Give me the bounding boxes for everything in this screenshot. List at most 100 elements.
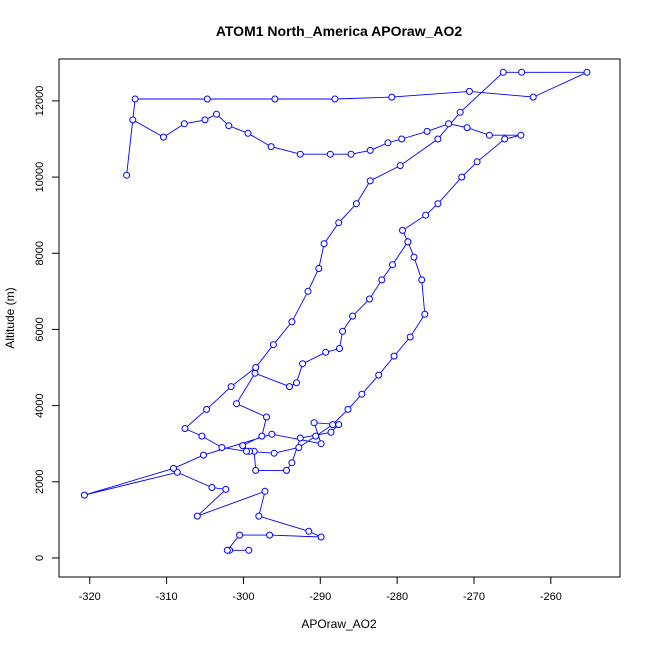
data-point: [299, 360, 307, 368]
data-point: [366, 177, 374, 185]
axis-ticks: -320 -310 -300 -290 -280 -270 -260 0 2000 4000 600…: [34, 86, 562, 603]
data-point: [200, 451, 207, 459]
data-point: [222, 485, 230, 493]
data-point: [160, 133, 167, 141]
data-point: [375, 371, 383, 379]
x-tick-label: -290: [309, 591, 331, 603]
data-point: [268, 430, 276, 438]
y-tick-label: 6000: [34, 317, 46, 341]
data-point: [335, 219, 343, 227]
data-point: [404, 238, 412, 246]
x-tick-label: -280: [386, 591, 408, 603]
data-point: [239, 442, 247, 450]
data-point: [434, 135, 442, 143]
data-point: [236, 531, 244, 539]
data-point: [390, 352, 398, 360]
data-point: [410, 253, 418, 261]
data-point: [201, 116, 209, 124]
data-point: [170, 464, 177, 472]
data-point: [398, 135, 406, 143]
data-point: [245, 546, 253, 554]
data-point: [406, 333, 414, 341]
data-point: [286, 383, 293, 391]
data-point: [322, 348, 330, 356]
data-point: [233, 400, 240, 408]
data-point: [423, 127, 431, 135]
data-point: [312, 432, 320, 440]
data-point: [181, 425, 189, 432]
data-point: [123, 171, 131, 179]
data-point: [388, 93, 396, 101]
data-point: [315, 265, 323, 272]
data-point: [499, 68, 507, 76]
data-point: [227, 383, 235, 391]
data-point: [304, 287, 312, 295]
data-point: [366, 146, 374, 154]
data-point: [327, 428, 335, 436]
data-point: [518, 68, 526, 76]
data-point: [255, 512, 263, 520]
data-point: [288, 318, 296, 326]
data-point: [347, 150, 355, 158]
x-tick-label: -300: [232, 591, 254, 603]
data-point: [317, 533, 325, 541]
data-point: [384, 139, 392, 147]
data-point: [296, 434, 304, 442]
data-point: [251, 369, 259, 377]
data-point: [266, 531, 274, 539]
data-point: [296, 150, 304, 158]
y-axis-label: Altitude (m): [3, 287, 17, 348]
y-tick-label: 2000: [34, 470, 46, 494]
y-tick-label: 4000: [34, 393, 46, 417]
data-point: [320, 240, 328, 248]
plot-frame: [58, 58, 621, 578]
data-point: [310, 419, 318, 427]
data-point: [422, 211, 430, 219]
data-point: [295, 444, 303, 451]
y-tick-label: 0: [34, 555, 46, 561]
data-point: [203, 95, 211, 103]
data-point: [193, 512, 201, 520]
data-point: [288, 459, 296, 467]
data-point: [517, 131, 525, 139]
data-point: [358, 390, 366, 398]
data-point: [271, 95, 279, 103]
data-point: [583, 68, 591, 76]
data-point: [131, 95, 139, 103]
data-point: [421, 310, 429, 318]
data-point: [129, 116, 137, 124]
data-point: [344, 405, 352, 413]
data-point: [399, 226, 406, 234]
x-axis-label: APOraw_AO2: [301, 617, 377, 631]
data-point: [501, 135, 509, 143]
data-point: [267, 143, 275, 151]
x-tick-label: -260: [540, 591, 562, 603]
data-point: [445, 120, 453, 128]
chart-title: ATOM1 North_America APOraw_AO2: [216, 23, 463, 39]
data-point: [378, 276, 386, 284]
data-point: [329, 421, 337, 429]
data-point: [261, 487, 269, 495]
data-point: [463, 124, 471, 132]
data-point: [283, 466, 290, 474]
data-point: [208, 484, 216, 491]
data-point: [317, 440, 325, 448]
data-point: [434, 200, 442, 208]
x-tick-label: -270: [463, 591, 485, 603]
data-point: [465, 87, 473, 95]
data-point: [293, 379, 300, 387]
data-point: [203, 405, 211, 413]
data-point: [529, 93, 537, 101]
data-point: [352, 200, 360, 208]
series-line: [84, 71, 588, 551]
data-point: [80, 491, 88, 499]
data-point: [458, 173, 466, 181]
y-tick-label: 10000: [34, 162, 46, 193]
data-point: [366, 295, 373, 303]
data-point: [335, 421, 343, 429]
data-point: [485, 131, 493, 139]
data-point: [225, 122, 233, 130]
data-point: [349, 312, 357, 320]
x-tick-label: -310: [156, 591, 178, 603]
